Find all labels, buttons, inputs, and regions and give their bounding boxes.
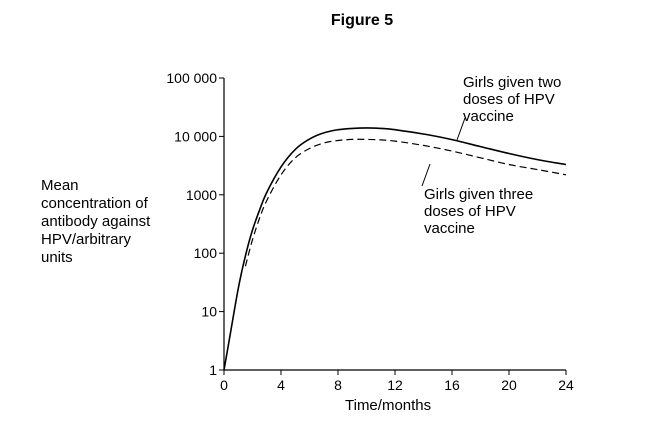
series-line-two-doses (223, 127, 567, 371)
annotation-line: vaccine (463, 108, 514, 125)
two-doses-annotation: Girls given two doses of HPV vaccine (463, 74, 561, 125)
series-line-three-doses (244, 138, 567, 267)
annotation-line: Girls given two (463, 74, 562, 91)
annotation-line: vaccine (424, 220, 475, 237)
annotation-line: doses of HPV (463, 91, 555, 108)
x-tick-label: 12 (387, 377, 403, 393)
three-doses-annotation: Girls given three doses of HPV vaccine (424, 186, 533, 237)
y-tick-label: 10 (201, 304, 217, 320)
y-tick-label: 100 000 (166, 70, 217, 86)
x-tick-label: 16 (444, 377, 460, 393)
y-axis-label-line: concentration of (41, 195, 148, 212)
y-axis-label-line: units (41, 249, 73, 266)
x-tick-label: 20 (501, 377, 517, 393)
y-axis-label-line: antibody against (41, 213, 151, 230)
two-doses-leader-line (456, 117, 466, 141)
y-tick-label: 1 (209, 362, 217, 378)
y-tick-label: 100 (194, 245, 218, 261)
x-axis-label: Time/months (345, 397, 432, 414)
y-tick-label: 1000 (186, 187, 217, 203)
y-axis-label-line: HPV/arbitrary (41, 231, 132, 248)
annotation-line: doses of HPV (424, 203, 516, 220)
x-tick-label: 0 (220, 377, 228, 393)
three-doses-leader-line (421, 163, 431, 187)
x-tick-label: 4 (277, 377, 285, 393)
y-axis-label: Mean concentration of antibody against H… (41, 177, 150, 267)
y-tick-label: 10 000 (174, 128, 217, 144)
annotation-line: Girls given three (424, 186, 534, 203)
x-tick-label: 24 (558, 377, 574, 393)
x-tick-label: 8 (334, 377, 342, 393)
figure-title: Figure 5 (330, 12, 394, 29)
y-axis-label-line: Mean (41, 177, 79, 194)
